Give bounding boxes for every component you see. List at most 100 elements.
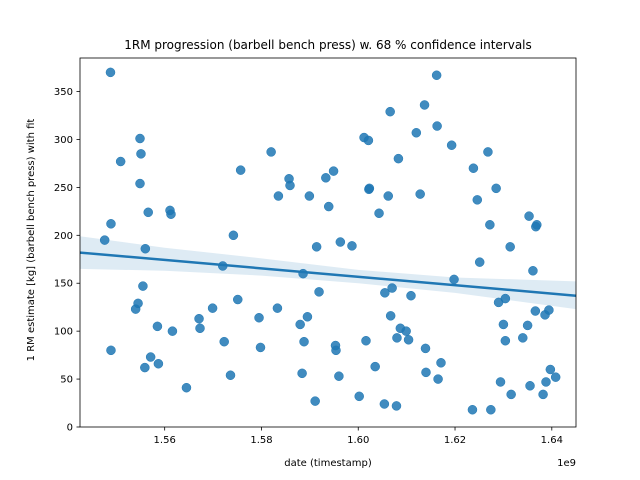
data-point — [363, 135, 374, 146]
data-point — [311, 242, 322, 252]
data-point — [106, 345, 116, 356]
data-point — [449, 274, 459, 285]
x-axis-label: date (timestamp) — [284, 458, 372, 469]
x-tick-label: 1.56 — [154, 435, 176, 446]
data-point — [167, 326, 178, 336]
y-tick-label: 100 — [54, 327, 73, 338]
data-point — [419, 100, 430, 110]
data-point — [446, 140, 457, 150]
data-point — [401, 326, 411, 336]
data-point — [140, 243, 151, 254]
data-point — [225, 370, 236, 380]
x-tick-label: 1.60 — [347, 435, 369, 446]
data-point — [295, 319, 305, 330]
data-point — [532, 220, 542, 230]
data-point — [522, 320, 533, 331]
data-point — [387, 283, 397, 293]
data-point — [115, 156, 126, 167]
data-point — [415, 189, 425, 199]
y-tick-label: 350 — [54, 87, 73, 98]
data-point — [524, 211, 534, 221]
data-point — [194, 313, 204, 324]
y-tick-label: 300 — [54, 135, 73, 146]
plot-frame — [79, 57, 577, 428]
data-point — [335, 237, 346, 247]
data-point — [106, 219, 116, 229]
data-point — [143, 207, 153, 218]
y-tick-label: 50 — [60, 375, 73, 386]
confidence-band — [80, 236, 576, 310]
data-point — [538, 389, 548, 400]
x-tick-label: 1.64 — [541, 435, 563, 446]
data-point — [130, 304, 141, 314]
data-point — [467, 404, 478, 415]
data-point — [550, 372, 561, 382]
data-point — [334, 371, 344, 381]
chart-title: 1RM progression (barbell bench press) w.… — [124, 38, 532, 52]
data-point — [525, 381, 535, 391]
data-point — [299, 336, 309, 347]
data-point — [393, 153, 404, 164]
data-point — [420, 343, 431, 354]
data-point — [379, 399, 390, 409]
data-point — [485, 220, 495, 230]
data-point — [495, 377, 506, 387]
data-point — [136, 149, 146, 159]
data-point — [272, 303, 283, 313]
data-point — [235, 165, 246, 175]
data-point — [323, 201, 334, 212]
data-point — [474, 257, 485, 267]
data-point — [153, 358, 164, 369]
data-point — [370, 361, 380, 372]
y-tick-label: 250 — [54, 183, 73, 194]
x-tick-label: 1.62 — [444, 435, 466, 446]
data-point — [302, 312, 313, 322]
y-axis-label: 1 RM estimate [kg] (barbell bench press)… — [26, 119, 37, 362]
data-point — [361, 335, 371, 346]
data-point — [233, 294, 243, 305]
data-point — [304, 191, 315, 201]
data-point — [255, 342, 266, 353]
data-point — [135, 133, 145, 144]
data-point — [436, 358, 446, 368]
data-point — [374, 208, 384, 219]
data-point — [385, 106, 395, 117]
data-point — [498, 319, 509, 330]
data-point — [432, 121, 442, 131]
data-point — [331, 345, 341, 356]
data-point — [433, 374, 443, 384]
data-point — [254, 312, 264, 323]
fit-line — [80, 251, 576, 297]
data-point — [544, 305, 554, 315]
data-point — [145, 352, 156, 362]
data-point — [228, 230, 239, 241]
data-point — [383, 191, 393, 201]
data-point — [391, 401, 402, 411]
data-point — [314, 287, 324, 297]
data-point — [421, 367, 431, 378]
data-point — [321, 173, 331, 183]
data-point — [385, 311, 396, 321]
y-tick-label: 0 — [67, 423, 73, 434]
plot-area: 1.56 1.58 1.60 1.62 1.64 0 50 100 150 200 250 300 35… — [54, 57, 577, 446]
data-point — [528, 266, 538, 276]
y-tick-label: 200 — [54, 231, 73, 242]
y-tick-label: 150 — [54, 279, 73, 290]
data-point — [380, 288, 390, 298]
data-point — [207, 303, 218, 313]
data-point — [483, 147, 493, 157]
data-point — [195, 323, 205, 334]
data-point — [545, 364, 556, 375]
data-point — [152, 321, 163, 332]
data-point — [506, 389, 516, 400]
data-point — [266, 147, 276, 157]
data-point — [105, 67, 116, 78]
data-point — [273, 191, 284, 201]
data-point — [431, 70, 442, 81]
data-point — [135, 178, 145, 189]
data-point — [541, 377, 551, 387]
data-point — [328, 166, 339, 176]
data-point — [364, 183, 375, 194]
x-tick-label: 1.58 — [250, 435, 272, 446]
